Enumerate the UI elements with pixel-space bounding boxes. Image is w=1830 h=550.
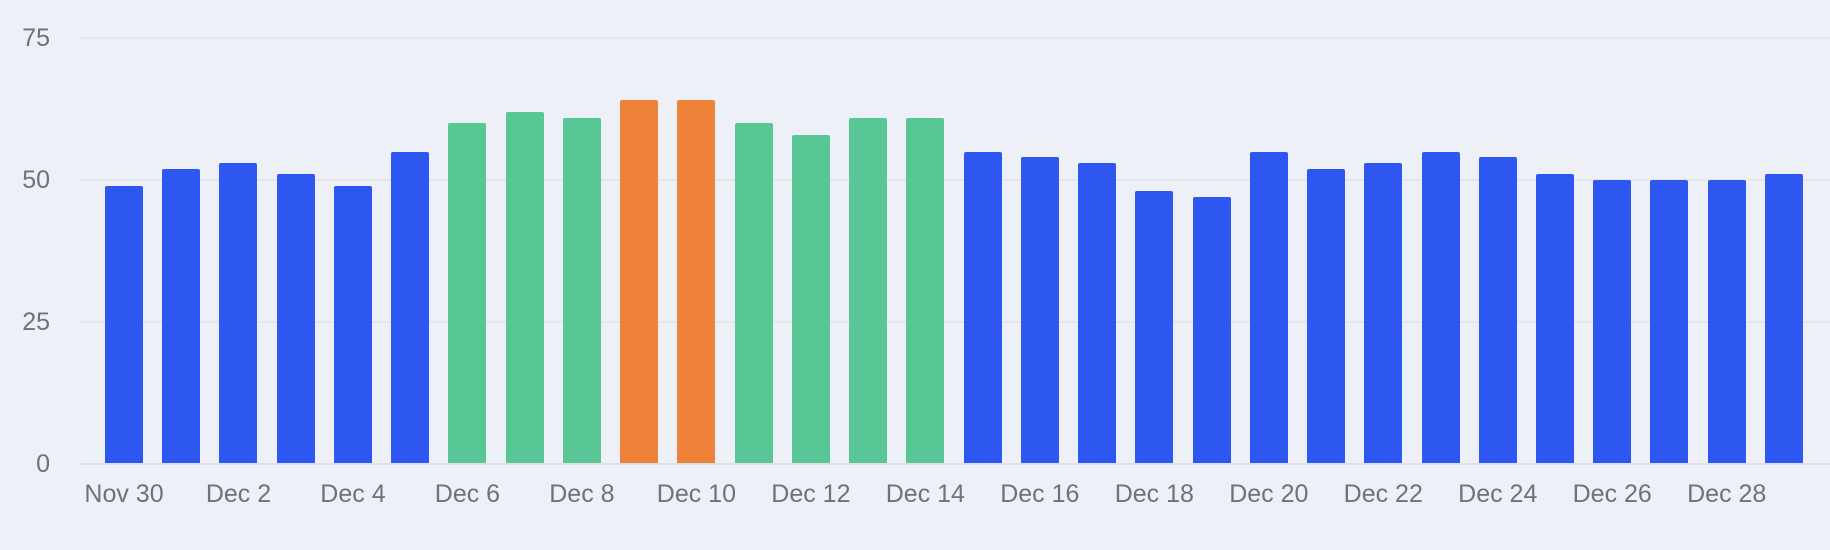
bar-dec-24[interactable] <box>1478 157 1517 464</box>
bar-dec-6[interactable] <box>448 123 487 464</box>
x-tick-label: Dec 18 <box>1114 480 1194 508</box>
bar-dec-19[interactable] <box>1192 196 1231 464</box>
y-tick-label: 75 <box>22 24 50 53</box>
bar-dec-11[interactable] <box>734 123 773 464</box>
bar-dec-8[interactable] <box>562 117 601 464</box>
x-tick-label: Dec 16 <box>1000 480 1080 508</box>
bar-dec-1[interactable] <box>162 168 201 464</box>
bar-dec-9[interactable] <box>620 100 659 464</box>
bar-dec-23[interactable] <box>1421 151 1460 464</box>
bar-dec-20[interactable] <box>1249 151 1288 464</box>
bar-dec-27[interactable] <box>1650 179 1689 464</box>
x-axis-line <box>80 462 1830 465</box>
y-tick-label: 50 <box>22 165 50 194</box>
x-tick-label: Dec 12 <box>771 480 851 508</box>
bar-dec-15[interactable] <box>963 151 1002 464</box>
x-tick-label: Nov 30 <box>84 480 164 508</box>
bar-nov-30[interactable] <box>105 185 143 464</box>
x-tick-label: Dec 26 <box>1572 480 1652 508</box>
x-tick-label: Dec 2 <box>205 480 272 508</box>
x-tick-label: Dec 28 <box>1687 480 1767 508</box>
bar-dec-18[interactable] <box>1135 191 1174 464</box>
bar-dec-5[interactable] <box>391 151 430 464</box>
bar-dec-29[interactable] <box>1764 174 1803 464</box>
y-tick-label: 25 <box>22 307 50 336</box>
x-tick-label: Dec 10 <box>656 480 736 508</box>
bar-dec-12[interactable] <box>791 134 830 464</box>
gridline <box>80 320 1830 323</box>
gridline <box>80 178 1830 181</box>
bar-dec-4[interactable] <box>333 185 372 464</box>
bar-dec-14[interactable] <box>906 117 945 464</box>
x-tick-label: Dec 20 <box>1229 480 1309 508</box>
x-tick-label: Dec 14 <box>885 480 965 508</box>
bar-dec-3[interactable] <box>276 174 315 464</box>
bar-dec-16[interactable] <box>1020 157 1059 464</box>
bar-dec-13[interactable] <box>849 117 888 464</box>
bar-dec-26[interactable] <box>1593 179 1632 464</box>
bar-dec-2[interactable] <box>219 162 258 464</box>
x-tick-label: Dec 24 <box>1458 480 1538 508</box>
bar-dec-10[interactable] <box>677 100 716 464</box>
x-tick-label: Dec 6 <box>434 480 501 508</box>
x-tick-label: Dec 22 <box>1343 480 1423 508</box>
x-tick-label: Dec 8 <box>549 480 615 508</box>
bar-dec-7[interactable] <box>505 111 544 464</box>
bar-dec-21[interactable] <box>1307 168 1346 464</box>
bar-dec-28[interactable] <box>1707 179 1746 464</box>
gridline <box>80 37 1830 40</box>
bar-dec-17[interactable] <box>1078 162 1117 464</box>
bar-dec-25[interactable] <box>1536 174 1574 464</box>
y-tick-label: 0 <box>36 449 50 478</box>
x-tick-label: Dec 4 <box>320 480 386 508</box>
bar-dec-22[interactable] <box>1364 162 1403 464</box>
